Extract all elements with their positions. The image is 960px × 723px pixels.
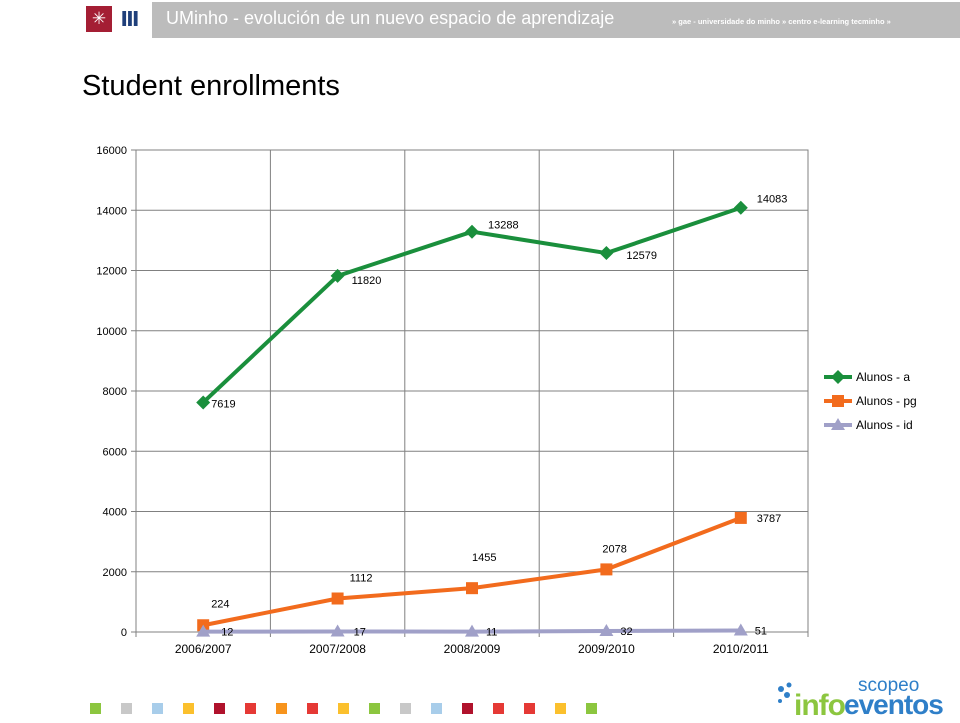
data-point	[599, 246, 614, 261]
header-subtitle: » gae - universidade do minho » centro e…	[672, 17, 891, 26]
footer-square	[369, 703, 380, 714]
data-label: 1112	[350, 573, 373, 585]
header-band	[152, 2, 960, 38]
x-tick-label: 2009/2010	[578, 642, 635, 656]
x-tick-label: 2010/2011	[713, 642, 769, 656]
y-tick-label: 6000	[103, 446, 127, 458]
footer-square	[214, 703, 225, 714]
footer-square	[338, 703, 349, 714]
university-logo-icon: ✳	[86, 6, 112, 32]
footer-square	[555, 703, 566, 714]
data-point	[734, 511, 747, 524]
data-point	[330, 624, 345, 637]
data-label: 11820	[352, 275, 382, 287]
data-label: 1455	[472, 552, 496, 564]
legend-marker	[832, 395, 844, 407]
legend-marker	[831, 370, 845, 384]
brand-info-text: info	[794, 689, 846, 722]
legend-marker	[831, 418, 845, 430]
data-point	[733, 200, 748, 215]
building-logo-icon: Ⅲ	[117, 6, 143, 32]
data-point	[196, 395, 211, 410]
footer-square	[121, 703, 132, 714]
y-tick-label: 14000	[96, 205, 127, 217]
data-label: 14083	[757, 194, 788, 206]
footer-square	[183, 703, 194, 714]
footer-square	[400, 703, 411, 714]
footer-square	[307, 703, 318, 714]
data-point	[196, 624, 211, 637]
infoeventos-brand-logo: scopeo info eventos	[776, 675, 956, 722]
footer-square	[276, 703, 287, 714]
legend-label: Alunos - id	[856, 418, 913, 432]
data-label: 17	[354, 626, 366, 638]
data-point	[465, 624, 479, 637]
footer-color-squares	[90, 703, 597, 714]
y-tick-label: 16000	[96, 145, 127, 157]
header-title: UMinho - evolución de un nuevo espacio d…	[166, 8, 615, 28]
data-label: 7619	[211, 398, 235, 410]
data-label: 12	[221, 627, 233, 639]
data-label: 32	[620, 626, 632, 638]
data-label: 51	[755, 625, 767, 637]
y-tick-label: 12000	[96, 266, 127, 278]
data-label: 11	[486, 627, 497, 639]
footer-square	[462, 703, 473, 714]
x-tick-label: 2007/2008	[309, 642, 366, 656]
brand-eventos-text: eventos	[844, 689, 944, 720]
legend-label: Alunos - a	[856, 370, 910, 384]
page-title: Student enrollments	[82, 70, 340, 102]
footer-square	[524, 703, 535, 714]
data-point	[599, 624, 614, 637]
data-label: 2078	[602, 543, 626, 555]
x-tick-label: 2008/2009	[444, 642, 501, 656]
footer-square	[586, 703, 597, 714]
x-tick-label: 2006/2007	[175, 642, 232, 656]
data-point	[331, 592, 344, 605]
footer-square	[493, 703, 504, 714]
y-tick-label: 0	[121, 627, 127, 639]
data-point	[466, 582, 478, 595]
y-tick-label: 2000	[103, 567, 127, 579]
brand-dots-icon	[778, 682, 792, 703]
footer-square	[90, 703, 101, 714]
y-tick-label: 4000	[103, 507, 127, 519]
y-tick-label: 10000	[96, 326, 127, 338]
data-label: 3787	[757, 513, 781, 525]
data-point	[600, 563, 613, 576]
data-point	[465, 224, 479, 239]
data-label: 224	[211, 598, 229, 610]
data-point	[733, 623, 748, 636]
data-point	[330, 268, 345, 283]
footer-square	[431, 703, 442, 714]
brand-scopeo-text: scopeo	[858, 675, 920, 696]
legend-label: Alunos - pg	[856, 394, 917, 408]
data-label: 13288	[488, 220, 519, 232]
footer-square	[152, 703, 163, 714]
data-label: 12579	[626, 250, 657, 262]
y-tick-label: 8000	[103, 386, 127, 398]
footer-square	[245, 703, 256, 714]
